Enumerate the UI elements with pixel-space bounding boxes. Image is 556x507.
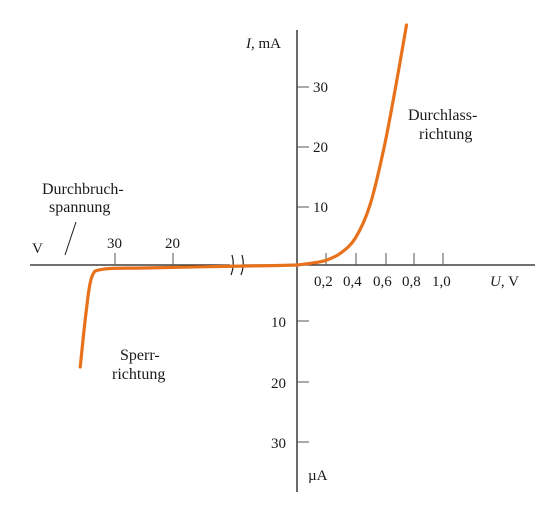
x-tick-label-20: 20	[165, 236, 180, 252]
y-tick-label-pos-20: 20	[313, 140, 328, 156]
annotation-breakdown-line1: Durchbruch-	[42, 181, 124, 198]
y-axis-label-top: I, mA	[245, 36, 281, 52]
annotation-breakdown-line2: spannung	[49, 199, 110, 216]
y-axis-label-bottom: µA	[308, 468, 328, 484]
y-tick-label-neg-30: 30	[271, 436, 286, 452]
x-tick-label-0.8: 0,8	[402, 274, 421, 290]
x-tick-label-0.2: 0,2	[314, 274, 333, 290]
y-tick-label-pos-10: 10	[313, 200, 328, 216]
series-line-reverse	[78, 263, 299, 369]
y-tick-label-pos-30: 30	[313, 80, 328, 96]
annotation-forward-line1: Durchlass-	[408, 107, 477, 124]
y-tick-label-neg-10: 10	[271, 315, 286, 331]
x-tick-label-30: 30	[107, 236, 122, 252]
x-tick-label-0.4: 0,4	[343, 274, 362, 290]
x-axis-label: U, V	[490, 274, 519, 290]
annotation-breakdown-pointer	[64, 221, 77, 256]
x-axis-left-unit: V	[32, 241, 43, 257]
annotation-reverse-line2: richtung	[112, 366, 165, 383]
annotation-reverse-line1: Sperr-	[120, 347, 160, 364]
y-tick-label-neg-20: 20	[271, 376, 286, 392]
annotation-forward-line2: richtung	[419, 126, 472, 143]
x-tick-label-0.6: 0,6	[373, 274, 392, 290]
series-line-forward	[295, 23, 409, 267]
x-tick-label-1.0: 1,0	[432, 274, 451, 290]
